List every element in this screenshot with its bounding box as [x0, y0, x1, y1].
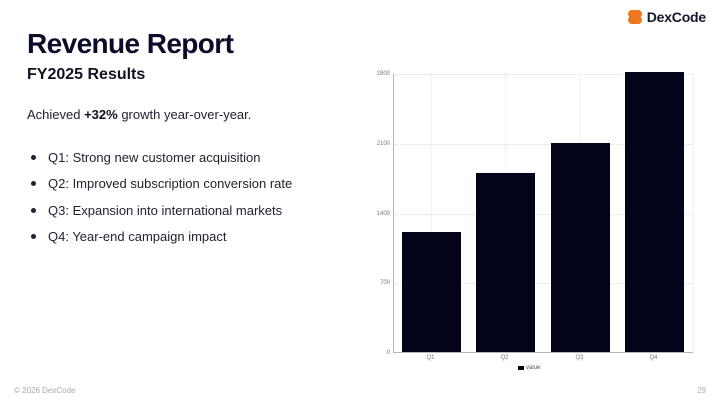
list-item: Q2: Improved subscription conversion rat…	[27, 171, 292, 198]
bar-q1	[402, 232, 461, 352]
highlights-list: Q1: Strong new customer acquisition Q2: …	[27, 144, 292, 250]
y-tick: 1400	[376, 210, 390, 217]
grid-line	[693, 74, 694, 352]
summary-text: Achieved +32% growth year-over-year.	[27, 107, 251, 122]
bullet-icon	[31, 207, 36, 213]
grid-line	[394, 143, 693, 145]
legend-label: value	[526, 365, 541, 371]
revenue-bar-chart: 2800 2100 1400 700 0 Q1 Q2 Q3 Q4 value	[370, 60, 700, 380]
x-tick: Q4	[649, 355, 658, 361]
bar-q2	[476, 172, 535, 352]
y-tick: 700	[379, 280, 390, 287]
x-tick: Q1	[426, 355, 435, 361]
list-item-text: Q2: Improved subscription conversion rat…	[48, 176, 293, 192]
bar-q4	[625, 72, 684, 352]
page-number: 29	[697, 386, 706, 395]
list-item: Q3: Expansion into international markets	[27, 197, 292, 224]
summary-prefix: Achieved	[27, 107, 85, 122]
list-item: Q4: Year-end campaign impact	[27, 224, 292, 251]
chart-legend: value	[518, 365, 540, 371]
slide-subtitle: FY2025 Results	[27, 66, 146, 83]
y-tick: 0	[386, 350, 390, 356]
copyright: © 2026 DexCode	[14, 386, 76, 395]
grid-line	[431, 74, 432, 352]
logo-icon	[627, 10, 642, 24]
x-tick: Q3	[575, 355, 584, 361]
growth-highlight: +32%	[84, 107, 118, 122]
list-item-text: Q3: Expansion into international markets	[48, 202, 283, 218]
bullet-icon	[31, 181, 36, 187]
bullet-icon	[31, 234, 36, 240]
brand-logo: DexCode	[627, 9, 706, 25]
list-item-text: Q4: Year-end campaign impact	[48, 229, 227, 245]
brand-name: DexCode	[646, 9, 706, 25]
list-item-text: Q1: Strong new customer acquisition	[48, 149, 261, 165]
grid-line	[394, 283, 693, 285]
legend-swatch-icon	[518, 366, 524, 370]
bullet-icon	[31, 154, 36, 160]
summary-suffix: growth year-over-year.	[117, 107, 252, 122]
plot-area	[393, 72, 694, 353]
grid-line	[394, 213, 693, 215]
y-tick: 2100	[376, 140, 390, 147]
grid-line	[394, 74, 693, 75]
bar-q3	[551, 142, 610, 352]
y-tick: 2800	[376, 71, 390, 77]
x-tick: Q2	[500, 355, 509, 361]
slide-title: Revenue Report	[27, 28, 234, 59]
list-item: Q1: Strong new customer acquisition	[27, 144, 292, 171]
